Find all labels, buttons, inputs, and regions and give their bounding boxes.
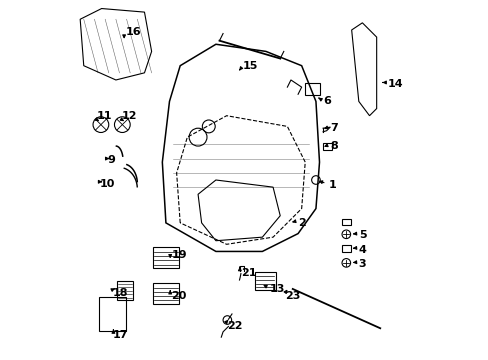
Text: 4: 4 <box>358 245 366 255</box>
Text: 3: 3 <box>358 259 366 269</box>
Text: 17: 17 <box>112 330 127 341</box>
Text: 21: 21 <box>241 268 256 278</box>
Text: 10: 10 <box>100 179 115 189</box>
Text: 11: 11 <box>96 111 112 121</box>
Text: 8: 8 <box>329 141 337 151</box>
Text: 9: 9 <box>107 156 115 165</box>
Text: 19: 19 <box>171 250 186 260</box>
Text: 1: 1 <box>328 180 336 190</box>
Text: 15: 15 <box>242 61 258 71</box>
Text: 12: 12 <box>121 111 137 121</box>
Text: 14: 14 <box>386 78 402 89</box>
Text: 18: 18 <box>112 288 127 297</box>
Text: 7: 7 <box>329 123 337 133</box>
Text: 13: 13 <box>269 284 285 294</box>
Text: 16: 16 <box>125 27 141 37</box>
Text: 23: 23 <box>285 291 300 301</box>
Text: 22: 22 <box>226 321 242 332</box>
Text: 2: 2 <box>298 218 305 228</box>
Text: 6: 6 <box>323 96 330 107</box>
Text: 5: 5 <box>358 230 366 240</box>
Text: 20: 20 <box>171 291 186 301</box>
